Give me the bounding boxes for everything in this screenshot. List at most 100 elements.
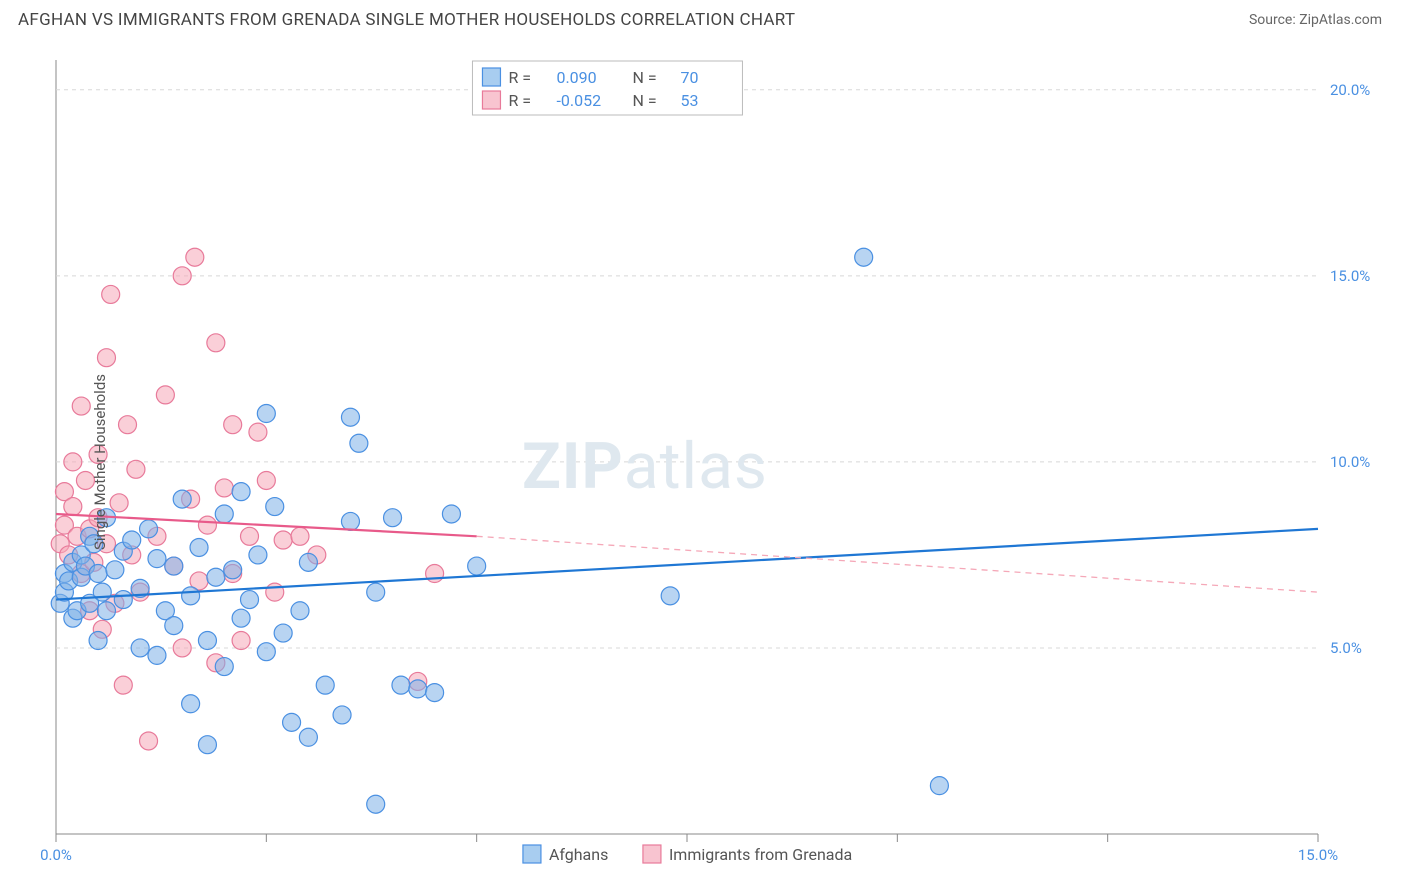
r-label: R = [508, 91, 531, 110]
data-point-pink [274, 531, 292, 549]
legend-swatch-pink [482, 91, 500, 109]
watermark: ZIPatlas [522, 429, 768, 504]
y-tick-label: 20.0% [1330, 81, 1370, 99]
data-point-blue [182, 587, 200, 605]
data-point-blue [198, 632, 216, 650]
data-point-blue [274, 624, 292, 642]
data-point-pink [173, 267, 191, 285]
data-point-blue [367, 795, 385, 813]
data-point-pink [257, 471, 275, 489]
data-point-blue [148, 646, 166, 664]
data-point-blue [207, 568, 225, 586]
correlation-scatter-chart: 5.0%10.0%15.0%20.0%ZIPatlas0.0%15.0%R =0… [18, 42, 1396, 882]
trend-line-pink [56, 514, 477, 536]
data-point-pink [64, 453, 82, 471]
data-point-blue [215, 658, 233, 676]
data-point-pink [97, 349, 115, 367]
n-value-blue: 70 [680, 68, 698, 87]
data-point-blue [148, 550, 166, 568]
data-point-pink [102, 285, 120, 303]
data-point-blue [257, 643, 275, 661]
r-label: R = [508, 68, 531, 87]
y-axis-label: Single Mother Households [91, 374, 109, 550]
data-point-blue [97, 602, 115, 620]
legend-label-blue: Afghans [549, 845, 608, 864]
data-point-pink [241, 527, 259, 545]
source-prefix: Source: [1249, 12, 1299, 28]
y-tick-label: 5.0% [1330, 639, 1362, 657]
data-point-blue [333, 706, 351, 724]
data-point-blue [855, 248, 873, 266]
y-tick-label: 10.0% [1330, 453, 1370, 471]
data-point-blue [266, 498, 284, 516]
data-point-blue [215, 505, 233, 523]
data-point-blue [299, 728, 317, 746]
data-point-pink [207, 334, 225, 352]
data-point-blue [232, 609, 250, 627]
n-label: N = [632, 91, 656, 110]
data-point-blue [190, 538, 208, 556]
data-point-pink [186, 248, 204, 266]
data-point-blue [341, 408, 359, 426]
legend-label-pink: Immigrants from Grenada [669, 845, 852, 864]
r-value-blue: 0.090 [556, 68, 596, 87]
data-point-pink [173, 639, 191, 657]
data-point-blue [291, 602, 309, 620]
source-link[interactable]: ZipAtlas.com [1299, 12, 1382, 28]
data-point-blue [114, 591, 132, 609]
data-point-pink [198, 516, 216, 534]
data-point-blue [106, 561, 124, 579]
n-value-pink: 53 [680, 91, 698, 110]
legend-swatch-blue [482, 68, 500, 86]
x-tick-label: 15.0% [1298, 846, 1338, 864]
data-point-pink [224, 416, 242, 434]
data-point-pink [127, 460, 145, 478]
data-point-blue [283, 713, 301, 731]
data-point-blue [89, 565, 107, 583]
data-point-pink [249, 423, 267, 441]
data-point-pink [232, 632, 250, 650]
legend-swatch-pink [643, 845, 661, 863]
data-point-blue [316, 676, 334, 694]
data-point-blue [341, 512, 359, 530]
legend-swatch-blue [523, 845, 541, 863]
data-point-blue [165, 557, 183, 575]
data-point-blue [468, 557, 486, 575]
data-point-blue [123, 531, 141, 549]
data-point-blue [442, 505, 460, 523]
data-point-blue [367, 583, 385, 601]
n-label: N = [632, 68, 656, 87]
chart-title: AFGHAN VS IMMIGRANTS FROM GRENADA SINGLE… [18, 10, 795, 30]
data-point-pink [110, 494, 128, 512]
data-point-blue [257, 405, 275, 423]
data-point-pink [291, 527, 309, 545]
data-point-blue [409, 680, 427, 698]
data-point-blue [426, 684, 444, 702]
data-point-blue [131, 639, 149, 657]
trend-line-pink-extrapolated [477, 536, 1318, 592]
source-credit: Source: ZipAtlas.com [1249, 12, 1382, 28]
data-point-pink [156, 386, 174, 404]
data-point-pink [114, 676, 132, 694]
data-point-blue [165, 617, 183, 635]
data-point-pink [426, 565, 444, 583]
data-point-blue [241, 591, 259, 609]
data-point-pink [64, 498, 82, 516]
data-point-blue [89, 632, 107, 650]
data-point-blue [182, 695, 200, 713]
data-point-pink [72, 397, 90, 415]
data-point-blue [224, 561, 242, 579]
data-point-blue [350, 434, 368, 452]
x-tick-label: 0.0% [40, 846, 72, 864]
data-point-pink [215, 479, 233, 497]
data-point-pink [140, 732, 158, 750]
data-point-blue [299, 553, 317, 571]
data-point-blue [140, 520, 158, 538]
data-point-blue [198, 736, 216, 754]
data-point-blue [173, 490, 191, 508]
data-point-blue [930, 777, 948, 795]
data-point-pink [119, 416, 137, 434]
data-point-pink [266, 583, 284, 601]
data-point-blue [384, 509, 402, 527]
data-point-blue [392, 676, 410, 694]
